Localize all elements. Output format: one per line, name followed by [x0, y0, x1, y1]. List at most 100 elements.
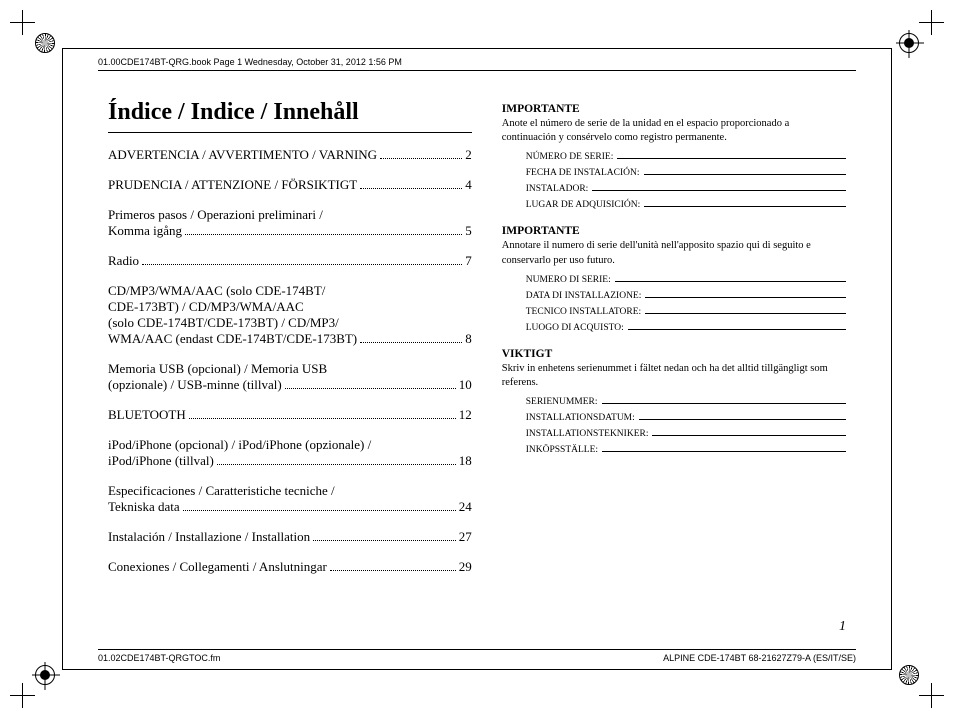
- toc-label: CD/MP3/WMA/AAC (solo CDE-174BT/: [108, 283, 325, 299]
- toc-entry: Conexiones / Collegamenti / Anslutningar…: [108, 559, 472, 575]
- toc-entry: iPod/iPhone (opcional) / iPod/iPhone (op…: [108, 437, 472, 469]
- form-field-row: INSTALLATIONSTEKNIKER:: [526, 427, 846, 439]
- toc-entry: Instalación / Installazione / Installati…: [108, 529, 472, 545]
- toc-label: (solo CDE-174BT/CDE-173BT) / CD/MP3/: [108, 315, 339, 331]
- toc-page-number: 12: [459, 407, 472, 423]
- info-section: IMPORTANTE Anote el número de serie de la…: [502, 103, 846, 210]
- form-field-row: FECHA DE INSTALACIÓN:: [526, 166, 846, 178]
- toc-label: WMA/AAC (endast CDE-174BT/CDE-173BT): [108, 331, 357, 347]
- toc-leader-dots: [185, 234, 462, 235]
- toc-entry: PRUDENCIA / ATTENZIONE / FÖRSIKTIGT 4: [108, 177, 472, 193]
- toc-label: CDE-173BT) / CD/MP3/WMA/AAC: [108, 299, 304, 315]
- field-blank-line: [615, 273, 846, 282]
- field-label: LUGAR DE ADQUISICIÓN:: [526, 200, 641, 210]
- form-field-row: LUGAR DE ADQUISICIÓN:: [526, 198, 846, 210]
- table-of-contents: ADVERTENCIA / AVVERTIMENTO / VARNING 2 PRU…: [108, 147, 472, 575]
- toc-label: PRUDENCIA / ATTENZIONE / FÖRSIKTIGT: [108, 177, 357, 193]
- page-title: Índice / Indice / Innehåll: [108, 99, 472, 133]
- toc-label: Especificaciones / Caratteristiche tecni…: [108, 483, 335, 499]
- toc-label: Tekniska data: [108, 499, 180, 515]
- field-label: NUMERO DI SERIE:: [526, 275, 611, 285]
- toc-leader-dots: [360, 342, 462, 343]
- section-description: Anote el número de serie de la unidad en…: [502, 117, 846, 145]
- field-label: TECNICO INSTALLATORE:: [526, 307, 641, 317]
- field-label: FECHA DE INSTALACIÓN:: [526, 168, 640, 178]
- toc-label: Radio: [108, 253, 139, 269]
- toc-label: Conexiones / Collegamenti / Anslutningar: [108, 559, 327, 575]
- toc-page-number: 29: [459, 559, 472, 575]
- toc-label: Komma igång: [108, 223, 182, 239]
- toc-page-number: 2: [465, 147, 472, 163]
- section-title: VIKTIGT: [502, 348, 846, 360]
- toc-label: iPod/iPhone (opcional) / iPod/iPhone (op…: [108, 437, 371, 453]
- toc-label: ADVERTENCIA / AVVERTIMENTO / VARNING: [108, 147, 377, 163]
- form-field-row: SERIENUMMER:: [526, 395, 846, 407]
- toc-page-number: 27: [459, 529, 472, 545]
- toc-label: Instalación / Installazione / Installati…: [108, 529, 310, 545]
- right-column: IMPORTANTE Anote el número de serie de la…: [492, 99, 846, 629]
- footer-left-text: 01.02CDE174BT-QRGTOC.fm: [98, 653, 220, 663]
- section-title: IMPORTANTE: [502, 103, 846, 115]
- toc-leader-dots: [360, 188, 462, 189]
- field-blank-line: [644, 198, 846, 207]
- field-label: INSTALADOR:: [526, 184, 589, 194]
- toc-leader-dots: [183, 510, 456, 511]
- toc-entry: ADVERTENCIA / AVVERTIMENTO / VARNING 2: [108, 147, 472, 163]
- page-frame: 01.00CDE174BT-QRG.book Page 1 Wednesday,…: [62, 48, 892, 670]
- info-section: IMPORTANTEAnnotare il numero di serie de…: [502, 225, 846, 332]
- toc-leader-dots: [189, 418, 456, 419]
- form-field-row: LUOGO DI ACQUISTO:: [526, 321, 846, 333]
- field-blank-line: [628, 321, 846, 330]
- form-field-row: DATA DI INSTALLAZIONE:: [526, 289, 846, 301]
- info-section: VIKTIGT Skriv in enhetens serienummet i f…: [502, 348, 846, 455]
- toc-label: BLUETOOTH: [108, 407, 186, 423]
- toc-leader-dots: [313, 540, 456, 541]
- toc-leader-dots: [142, 264, 462, 265]
- field-label: NÚMERO DE SERIE:: [526, 152, 614, 162]
- field-blank-line: [602, 395, 846, 404]
- form-field-row: INKÖPSSTÄLLE:: [526, 443, 846, 455]
- toc-entry: BLUETOOTH 12: [108, 407, 472, 423]
- form-field-row: NÚMERO DE SERIE:: [526, 150, 846, 162]
- field-label: LUOGO DI ACQUISTO:: [526, 323, 624, 333]
- form-field-row: INSTALADOR:: [526, 182, 846, 194]
- toc-page-number: 24: [459, 499, 472, 515]
- section-description: Skriv in enhetens serienummet i fältet n…: [502, 362, 846, 390]
- registration-mark-top-left: [35, 33, 55, 53]
- form-field-row: NUMERO DI SERIE:: [526, 273, 846, 285]
- field-label: SERIENUMMER:: [526, 397, 598, 407]
- form-field-row: TECNICO INSTALLATORE:: [526, 305, 846, 317]
- field-blank-line: [602, 443, 846, 452]
- toc-label: Memoria USB (opcional) / Memoria USB: [108, 361, 327, 377]
- toc-page-number: 5: [465, 223, 472, 239]
- toc-page-number: 8: [465, 331, 472, 347]
- page-footer: 01.02CDE174BT-QRGTOC.fm ALPINE CDE-174BT…: [98, 649, 856, 663]
- field-blank-line: [645, 289, 846, 298]
- toc-page-number: 10: [459, 377, 472, 393]
- field-label: DATA DI INSTALLAZIONE:: [526, 291, 642, 301]
- field-blank-line: [592, 182, 846, 191]
- toc-entry: Primeros pasos / Operazioni preliminari …: [108, 207, 472, 239]
- toc-entry: Radio 7: [108, 253, 472, 269]
- toc-page-number: 4: [465, 177, 472, 193]
- form-field-row: INSTALLATIONSDATUM:: [526, 411, 846, 423]
- registration-mark-bottom-left: [35, 665, 55, 685]
- toc-page-number: 7: [465, 253, 472, 269]
- field-blank-line: [644, 166, 846, 175]
- toc-entry: Memoria USB (opcional) / Memoria USB(opz…: [108, 361, 472, 393]
- left-column: Índice / Indice / Innehåll ADVERTENCIA /…: [108, 99, 492, 629]
- toc-label: (opzionale) / USB-minne (tillval): [108, 377, 282, 393]
- toc-label: iPod/iPhone (tillval): [108, 453, 214, 469]
- toc-entry: Especificaciones / Caratteristiche tecni…: [108, 483, 472, 515]
- toc-leader-dots: [285, 388, 456, 389]
- field-label: INKÖPSSTÄLLE:: [526, 445, 598, 455]
- registration-mark-bottom-right: [899, 665, 919, 685]
- field-blank-line: [652, 427, 846, 436]
- registration-mark-top-right: [899, 33, 919, 53]
- toc-label: Primeros pasos / Operazioni preliminari …: [108, 207, 323, 223]
- toc-entry: CD/MP3/WMA/AAC (solo CDE-174BT/CDE-173BT…: [108, 283, 472, 347]
- toc-page-number: 18: [459, 453, 472, 469]
- section-title: IMPORTANTE: [502, 225, 846, 237]
- page-number: 1: [839, 619, 846, 635]
- field-label: INSTALLATIONSTEKNIKER:: [526, 429, 649, 439]
